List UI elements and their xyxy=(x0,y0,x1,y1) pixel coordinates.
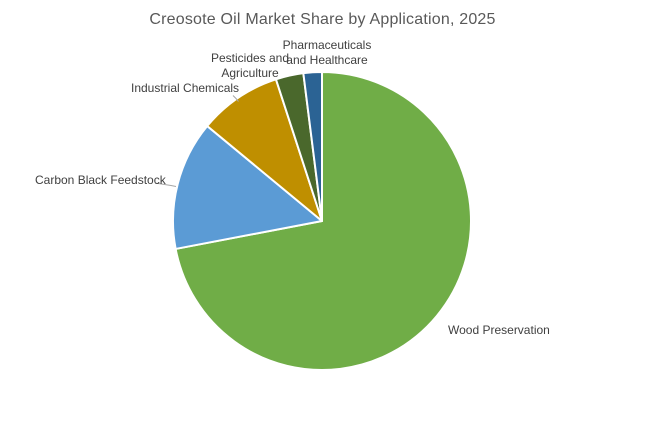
pie-slice-carbon-black-feedstock[interactable] xyxy=(172,125,323,250)
leader-line-industrial-chemicals xyxy=(232,95,239,102)
slice-label-industrial-chemicals: Industrial Chemicals xyxy=(131,81,240,95)
pie-slice-pharmaceuticals-and-healthcare[interactable] xyxy=(302,70,323,222)
slice-label-pesticides-and-agriculture: Pesticides and Agriculture xyxy=(210,51,290,80)
slice-label-wood-preservation: Wood Preservation xyxy=(448,323,550,337)
pie-slice-industrial-chemicals[interactable] xyxy=(206,78,323,222)
slice-label-carbon-black-feedstock: Carbon Black Feedstock xyxy=(35,173,166,187)
leader-line-carbon-black-feedstock xyxy=(154,182,177,187)
slice-label-pharmaceuticals-and-healthcare: Pharmaceuticals and Healthcare xyxy=(282,38,372,67)
pie-slice-wood-preservation[interactable] xyxy=(174,71,472,371)
chart-title: Creosote Oil Market Share by Application… xyxy=(149,11,496,28)
